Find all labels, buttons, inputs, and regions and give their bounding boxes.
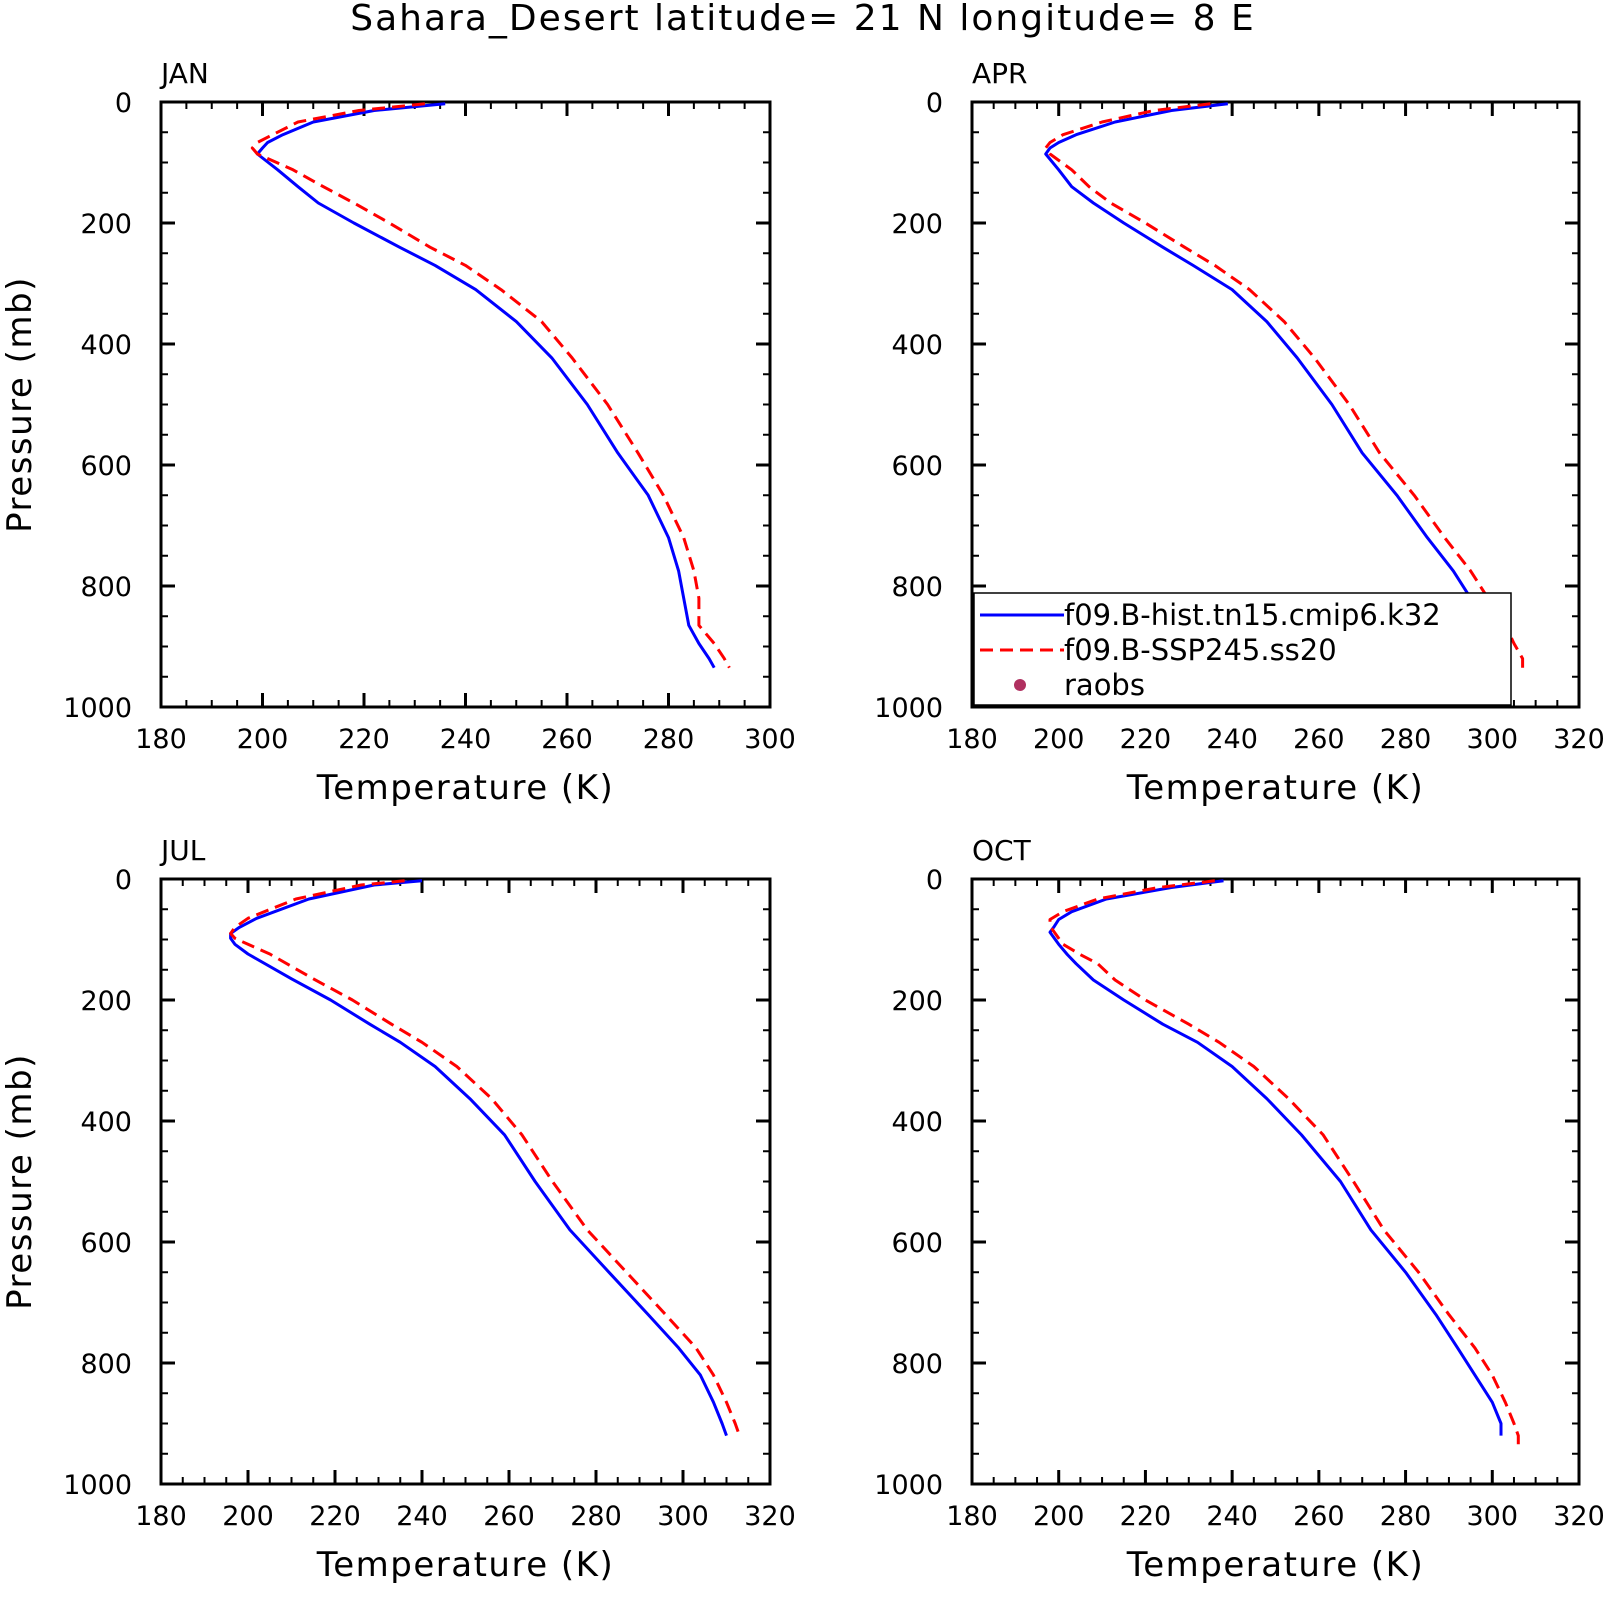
y-tick-label: 200 xyxy=(891,209,943,240)
y-tick-label: 400 xyxy=(891,1107,943,1138)
plot-frame-jul xyxy=(159,877,772,1486)
panel-label-apr: APR xyxy=(972,57,1028,90)
x-tick-label: 320 xyxy=(1553,1501,1605,1532)
y-tick-label: 200 xyxy=(80,209,132,240)
panels-group: JAN 180 200 220 240 260 280 300 0 200 400 600 800 100… xyxy=(0,57,1605,1585)
plot-frame-jan xyxy=(159,100,772,709)
x-axis-label-jan: Temperature (K) xyxy=(316,768,615,808)
x-tick-label: 280 xyxy=(1380,1501,1432,1532)
panel-label-jul: JUL xyxy=(159,834,206,867)
y-axis-label-jan: Pressure (mb) xyxy=(0,276,40,533)
panel-jul: JUL 180 200 220 240 260 280 300 320 0 200 400 600 800… xyxy=(0,834,796,1585)
legend-label: f09.B-SSP245.ss20 xyxy=(1064,633,1337,667)
x-tick-label: 220 xyxy=(338,724,390,755)
x-tick-label: 200 xyxy=(237,724,289,755)
x-axis-label-apr: Temperature (K) xyxy=(1126,768,1425,808)
x-tick-label: 220 xyxy=(1120,724,1172,755)
x-axis-label-oct: Temperature (K) xyxy=(1126,1545,1425,1585)
y-tick-label: 600 xyxy=(80,451,132,482)
x-tick-label: 200 xyxy=(1033,724,1085,755)
y-tick-label: 0 xyxy=(115,865,132,896)
y-tick-label: 1000 xyxy=(63,1470,132,1501)
x-tick-label: 200 xyxy=(222,1501,274,1532)
panel-jan: JAN 180 200 220 240 260 280 300 0 200 400 600 800 100… xyxy=(0,57,796,808)
y-tick-label: 600 xyxy=(80,1228,132,1259)
legend: f09.B-hist.tn15.cmip6.k32f09.B-SSP245.ss… xyxy=(973,592,1512,706)
y-tick-label: 200 xyxy=(80,986,132,1017)
x-tick-label: 300 xyxy=(1467,1501,1519,1532)
y-axis-label-jul: Pressure (mb) xyxy=(0,1053,40,1310)
x-tick-label: 260 xyxy=(1293,724,1345,755)
y-tick-label: 0 xyxy=(926,88,943,119)
x-tick-label: 180 xyxy=(946,1501,998,1532)
x-tick-label: 180 xyxy=(135,1501,187,1532)
x-axis-label-jul: Temperature (K) xyxy=(316,1545,615,1585)
series-line-ssp245-jan xyxy=(250,102,731,669)
x-tick-label: 220 xyxy=(309,1501,361,1532)
x-tick-label: 260 xyxy=(483,1501,535,1532)
x-tick-label: 220 xyxy=(1120,1501,1172,1532)
y-tick-label: 800 xyxy=(891,1349,943,1380)
y-tick-label: 1000 xyxy=(874,693,943,724)
series-line-ssp245-oct xyxy=(1048,879,1520,1445)
y-tick-label: 800 xyxy=(891,572,943,603)
y-tick-label: 400 xyxy=(80,1107,132,1138)
series-line-hist-apr xyxy=(1044,102,1507,668)
legend-label: raobs xyxy=(1064,668,1145,702)
x-tick-label: 300 xyxy=(1467,724,1519,755)
x-tick-label: 240 xyxy=(440,724,492,755)
y-tick-label: 1000 xyxy=(874,1470,943,1501)
x-tick-label: 320 xyxy=(1553,724,1605,755)
figure-title: Sahara_Desert latitude= 21 N longitude= … xyxy=(350,0,1255,39)
panel-oct: OCT 180 200 220 240 260 280 300 320 0 200 400 600 800… xyxy=(874,834,1604,1585)
y-tick-label: 600 xyxy=(891,451,943,482)
y-tick-label: 400 xyxy=(891,330,943,361)
x-tick-label: 300 xyxy=(744,724,796,755)
y-tick-label: 0 xyxy=(115,88,132,119)
panel-label-jan: JAN xyxy=(159,57,209,90)
y-tick-label: 600 xyxy=(891,1228,943,1259)
x-tick-label: 180 xyxy=(946,724,998,755)
legend-marker-dot xyxy=(1014,679,1026,691)
x-tick-label: 320 xyxy=(744,1501,796,1532)
panel-label-oct: OCT xyxy=(972,834,1032,867)
x-tick-label: 200 xyxy=(1033,1501,1085,1532)
y-tick-label: 1000 xyxy=(63,693,132,724)
series-line-ssp245-jul xyxy=(229,879,741,1437)
y-tick-label: 0 xyxy=(926,865,943,896)
x-tick-label: 240 xyxy=(1206,724,1258,755)
x-tick-label: 180 xyxy=(135,724,187,755)
x-tick-label: 300 xyxy=(657,1501,709,1532)
series-line-hist-jan xyxy=(255,102,716,669)
y-tick-label: 800 xyxy=(80,1349,132,1380)
x-tick-label: 280 xyxy=(570,1501,622,1532)
legend-label: f09.B-hist.tn15.cmip6.k32 xyxy=(1064,598,1441,632)
series-line-hist-jul xyxy=(229,879,728,1437)
x-tick-label: 280 xyxy=(1380,724,1432,755)
x-tick-label: 240 xyxy=(396,1501,448,1532)
y-tick-label: 400 xyxy=(80,330,132,361)
x-tick-label: 260 xyxy=(1293,1501,1345,1532)
y-tick-label: 200 xyxy=(891,986,943,1017)
x-tick-label: 260 xyxy=(541,724,593,755)
x-tick-label: 280 xyxy=(643,724,695,755)
y-tick-label: 800 xyxy=(80,572,132,603)
series-line-ssp245-apr xyxy=(1044,102,1525,668)
x-tick-label: 240 xyxy=(1206,1501,1258,1532)
series-line-hist-oct xyxy=(1048,879,1503,1436)
